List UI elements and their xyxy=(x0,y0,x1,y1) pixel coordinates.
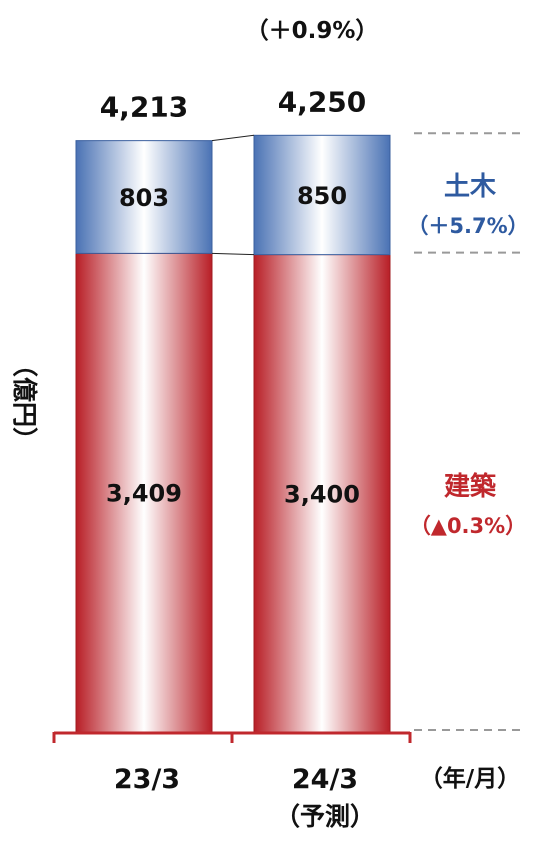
y-unit-label: （億円） xyxy=(10,352,39,452)
value-label-building-1: 3,409 xyxy=(106,480,182,508)
legend-civil-name: 土木 xyxy=(444,172,496,202)
connector-line-top xyxy=(211,134,255,142)
category-sublabel-2: （予測） xyxy=(275,802,375,831)
value-label-building-2: 3,400 xyxy=(284,480,360,508)
bar-building-1 xyxy=(75,252,213,733)
total-change-label: （＋0.9%） xyxy=(246,17,379,44)
bar-civil-2 xyxy=(253,134,391,256)
legend-building-change: （▲0.3%） xyxy=(410,514,526,538)
value-label-civil-1: 803 xyxy=(119,184,169,212)
bar-civil-1 xyxy=(75,140,213,254)
connector-line-mid xyxy=(211,252,255,256)
category-label-1: 23/3 xyxy=(114,764,180,795)
value-label-civil-2: 850 xyxy=(297,182,347,210)
legend-building-name: 建築 xyxy=(444,471,497,502)
total-label-2: 4,250 xyxy=(278,85,367,118)
category-label-2: 24/3 xyxy=(292,764,358,795)
x-unit-label: （年/月） xyxy=(420,765,520,792)
total-label-1: 4,213 xyxy=(100,91,189,124)
legend-civil-change: （＋5.7%） xyxy=(407,214,528,238)
